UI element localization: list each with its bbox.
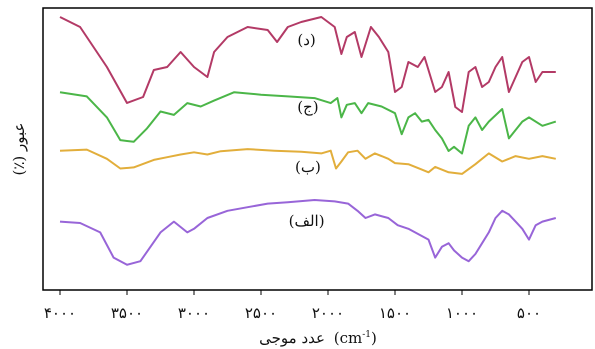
x-tick-label-7: ۵۰۰: [517, 304, 541, 322]
x-tick-label-1: ۳۵۰۰: [111, 304, 143, 322]
x-axis-title-unit-sup: -1: [362, 330, 371, 340]
x-tick-label-0: ۴۰۰۰: [44, 304, 76, 322]
series-label-2: (ب): [295, 158, 321, 176]
series-line-2: [59, 148, 556, 175]
series-label-1: (ج): [297, 98, 318, 116]
series-label-3: (الف): [289, 212, 325, 230]
x-tick-label-5: ۱۵۰۰: [379, 304, 411, 322]
x-tick-label-4: ۲۰۰۰: [312, 304, 344, 322]
x-tick-label-3: ۲۵۰۰: [245, 304, 277, 322]
series-line-3: [59, 199, 557, 266]
series-line-1: [59, 91, 557, 155]
x-axis-title-main: عدد موجی: [259, 329, 325, 347]
curve-labels: (د) (ج) (ب) (الف): [289, 31, 325, 230]
y-axis-title: عبور (٪): [10, 123, 28, 176]
x-axis-title: عدد موجی (cm-1): [259, 329, 377, 347]
x-axis-ticks: ۴۰۰۰ ۳۵۰۰ ۳۰۰۰ ۲۵۰۰ ۲۰۰۰ ۱۵۰۰ ۱۰۰۰ ۵۰۰: [44, 290, 541, 322]
series-label-0: (د): [297, 31, 315, 49]
plot-frame: [42, 7, 593, 291]
series-group: [59, 16, 557, 266]
series-line-0: [59, 16, 556, 113]
x-axis-title-unit-open: (cm: [334, 329, 362, 347]
x-tick-label-2: ۳۰۰۰: [178, 304, 210, 322]
x-axis-title-unit-close: ): [371, 329, 377, 347]
x-tick-label-6: ۱۰۰۰: [446, 304, 478, 322]
